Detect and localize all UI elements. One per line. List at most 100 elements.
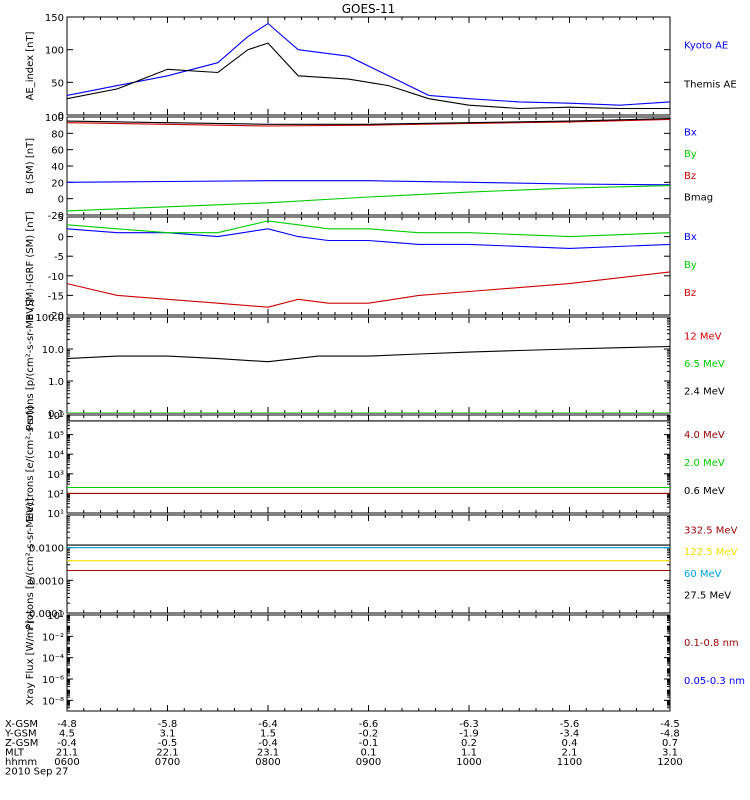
ephemeris-value: 0.1 — [361, 748, 377, 759]
legend-entry: 0.05-0.3 nm — [684, 676, 745, 687]
y-tick-label: 10⁻⁴ — [42, 654, 64, 665]
panel-frame — [66, 614, 671, 712]
legend-entry: 12 MeV — [684, 332, 722, 343]
y-tick-label: 100 — [45, 113, 64, 124]
y-tick-label: 0.0100 — [29, 544, 64, 555]
ephemeris-row-label: Y-GSM — [4, 729, 37, 740]
ephemeris-value: -0.2 — [359, 729, 379, 740]
ephemeris-value: -4.8 — [660, 729, 680, 740]
ephemeris-value: 1.1 — [461, 748, 477, 759]
ephemeris-value: 0900 — [356, 757, 381, 768]
y-tick-label: 100 — [45, 46, 64, 57]
y-tick-label: 40 — [51, 162, 64, 173]
y-tick-label: 10⁵ — [47, 431, 64, 442]
y-tick-label: 0 — [58, 195, 64, 206]
y-axis-label: B (SM)-IGRF (SM) [nT] — [25, 211, 36, 320]
panel-5: 10¹ 10² 10³ 10⁴ 10⁵ 10⁶ Electrons [e/(cm²-s-sr… — [25, 406, 725, 522]
y-tick-label: 0.0001 — [29, 609, 64, 620]
ephemeris-value: -6.3 — [459, 719, 479, 730]
y-tick-label: 10¹ — [47, 509, 64, 520]
legend-entry: 27.5 MeV — [684, 591, 731, 602]
legend-entry: Bx — [684, 127, 697, 138]
series-line-by — [67, 185, 670, 212]
ephemeris-value: -4.5 — [660, 719, 680, 730]
panel-1: 0 50 100 150 AE_index [nT] Kyoto AE Themis AE — [25, 13, 737, 122]
y-tick-label: 1.0 — [48, 377, 64, 388]
ephemeris-value: -0.1 — [359, 738, 379, 749]
legend-entry: Bx — [684, 232, 697, 243]
y-axis-label: AE_index [nT] — [25, 31, 36, 100]
panel-7: 10⁰ 10⁻² 10⁻⁴ 10⁻⁶ 10⁻⁸ Xray Flux [W/m²] 0.1-0… — [25, 611, 745, 712]
legend-entry: Bmag — [684, 193, 713, 204]
ephemeris-value: 23.1 — [257, 748, 279, 759]
ephemeris-value: 0600 — [54, 757, 79, 768]
y-tick-label: -15 — [48, 291, 64, 302]
ephemeris-value: 1.5 — [260, 729, 276, 740]
y-tick-label: 10⁶ — [47, 411, 64, 422]
y-tick-label: 100.0 — [35, 313, 64, 324]
series-line-by — [67, 220, 670, 238]
legend-entry: Bz — [684, 171, 696, 182]
y-tick-label: -20 — [48, 311, 64, 322]
panel-frame — [66, 316, 671, 414]
legend-entry: 2.4 MeV — [684, 386, 725, 397]
y-tick-label: 60 — [51, 146, 64, 157]
y-axis-label: B (SM) [nT] — [25, 138, 36, 194]
ephemeris-value: 0.7 — [662, 738, 678, 749]
series-line-bz — [67, 271, 670, 308]
series-line-bmag — [67, 118, 670, 125]
plot-title: GOES-11 — [342, 2, 396, 16]
series-line-bx — [67, 180, 670, 186]
ephemeris-value: 22.1 — [156, 748, 178, 759]
y-axis-label: Xray Flux [W/m²] — [25, 620, 36, 705]
y-tick-label: 0.0010 — [29, 576, 64, 587]
y-tick-label: 10² — [47, 489, 64, 500]
ephemeris-row-label: hhmm — [5, 757, 37, 768]
ephemeris-value: 1000 — [456, 757, 481, 768]
legend-entry: 0.6 MeV — [684, 486, 725, 497]
ephemeris-value: -6.6 — [359, 719, 379, 730]
ephemeris-value: 1200 — [657, 757, 682, 768]
ephemeris-value: 2.1 — [562, 748, 578, 759]
ephemeris-value: -5.6 — [560, 719, 580, 730]
series-line-kyoto-ae — [67, 22, 670, 106]
ephemeris-value: -6.4 — [258, 719, 278, 730]
panel-frame — [66, 514, 671, 614]
legend-entry: Themis AE — [683, 80, 737, 91]
series-line-2-4-mev — [67, 345, 670, 363]
y-tick-label: 80 — [51, 129, 64, 140]
y-tick-label: 0.1 — [48, 409, 64, 420]
ephemeris-value: 3.1 — [662, 748, 678, 759]
y-tick-label: 20 — [51, 178, 64, 189]
ephemeris-value: -3.4 — [560, 729, 580, 740]
y-tick-label: -5 — [54, 252, 64, 263]
legend-entry: 60 MeV — [684, 569, 722, 580]
y-tick-label: 150 — [45, 13, 64, 24]
y-tick-label: 10⁴ — [47, 450, 64, 461]
ephemeris-value: -4.8 — [57, 719, 77, 730]
legend-entry: By — [684, 260, 697, 271]
ephemeris-value: -0.5 — [158, 738, 178, 749]
ephemeris-value: 1100 — [557, 757, 582, 768]
y-tick-label: -20 — [48, 211, 64, 222]
y-tick-label: 10⁻² — [42, 632, 64, 643]
legend-entry: 0.1-0.8 nm — [684, 638, 739, 649]
y-axis-label: Protons [p/(cm²-s-sr-MeV)] — [25, 498, 36, 630]
ephemeris-value: -5.8 — [158, 719, 178, 730]
date-label: 2010 Sep 27 — [5, 767, 68, 778]
y-axis-label: Electrons [e/(cm²-s-sr)] — [25, 406, 36, 522]
y-tick-label: -10 — [48, 272, 64, 283]
y-tick-label: 10⁰ — [47, 611, 64, 622]
panel-3: -20 -15 -10 -5 0 5 B (SM)-IGRF (SM) [nT] Bx By Bz — [25, 211, 697, 322]
y-tick-label: 0 — [58, 111, 64, 122]
y-tick-label: 10.0 — [42, 345, 64, 356]
y-tick-label: 5 — [58, 213, 64, 224]
legend-entry: Kyoto AE — [684, 40, 728, 51]
legend-entry: Bz — [684, 288, 696, 299]
ephemeris-value: 3.1 — [160, 729, 176, 740]
y-tick-label: 10⁻⁶ — [42, 675, 64, 686]
ephemeris-value: 0.2 — [461, 738, 477, 749]
